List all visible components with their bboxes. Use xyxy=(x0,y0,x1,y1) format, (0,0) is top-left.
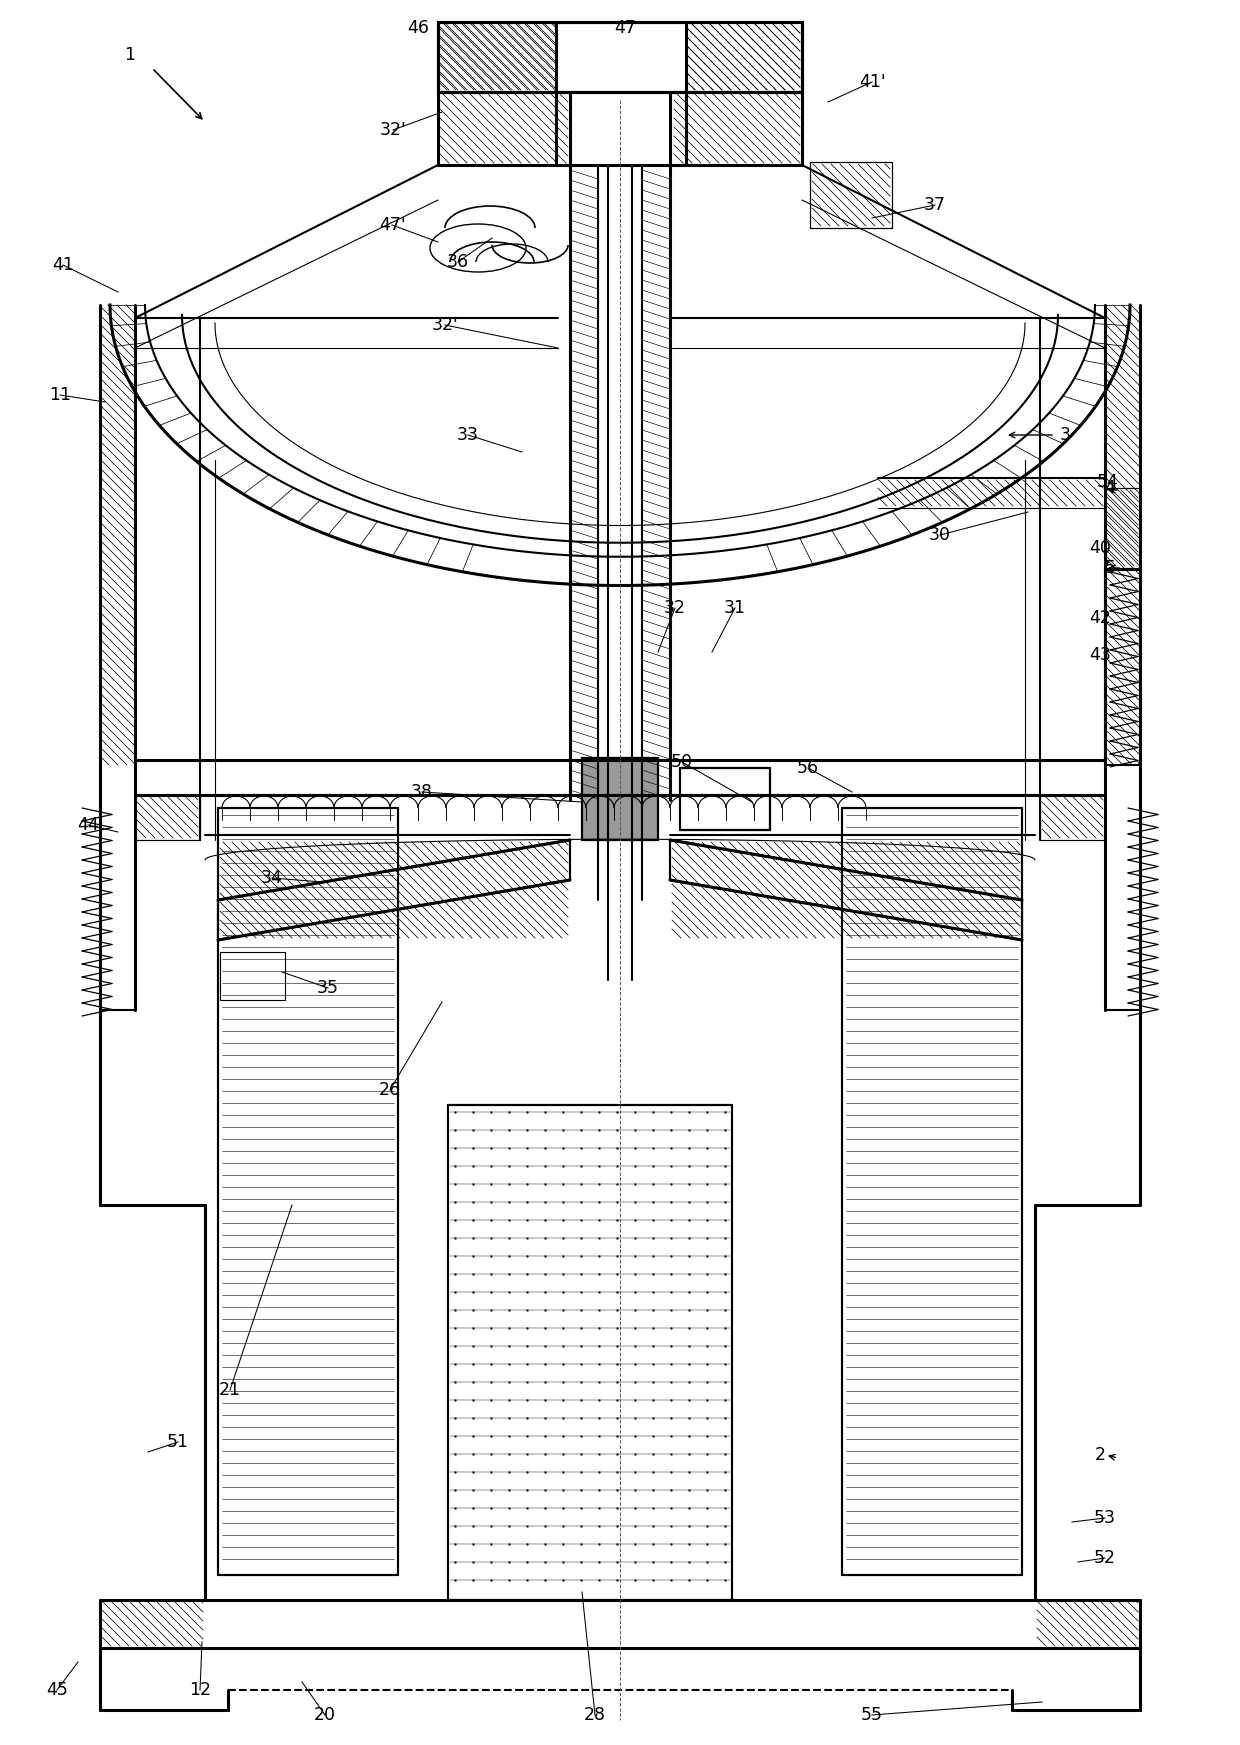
Text: 26: 26 xyxy=(379,1080,401,1099)
Text: 1: 1 xyxy=(124,45,135,65)
Polygon shape xyxy=(218,808,398,1576)
Text: 31: 31 xyxy=(724,599,746,618)
Text: 12: 12 xyxy=(188,1680,211,1700)
Polygon shape xyxy=(842,808,1022,1576)
Text: 2: 2 xyxy=(1095,1447,1106,1464)
Polygon shape xyxy=(219,953,285,1000)
Text: 32: 32 xyxy=(663,599,686,618)
Text: 3: 3 xyxy=(1059,426,1070,443)
Text: 53: 53 xyxy=(1094,1509,1116,1527)
Text: 51: 51 xyxy=(167,1433,188,1452)
Text: 32': 32' xyxy=(379,120,407,140)
Polygon shape xyxy=(582,757,658,839)
Text: 38: 38 xyxy=(410,784,433,801)
Text: 34: 34 xyxy=(262,869,283,886)
Text: 55: 55 xyxy=(861,1707,883,1724)
Text: 50: 50 xyxy=(671,754,693,771)
Text: 41: 41 xyxy=(52,257,74,274)
Polygon shape xyxy=(680,768,770,831)
Polygon shape xyxy=(1040,796,1105,839)
Text: 44: 44 xyxy=(77,817,99,834)
Text: 46: 46 xyxy=(407,19,429,37)
Text: 20: 20 xyxy=(314,1707,336,1724)
Text: 40: 40 xyxy=(1089,539,1111,557)
Text: 41': 41' xyxy=(858,73,885,91)
Polygon shape xyxy=(218,839,570,941)
Text: 37: 37 xyxy=(924,195,946,215)
Text: 56: 56 xyxy=(797,759,820,777)
Text: 28: 28 xyxy=(584,1707,606,1724)
Text: 5: 5 xyxy=(1105,558,1116,578)
Text: 30: 30 xyxy=(929,525,951,544)
Text: 32': 32' xyxy=(432,316,459,333)
Polygon shape xyxy=(448,1105,732,1600)
Polygon shape xyxy=(1105,489,1140,569)
Text: 52: 52 xyxy=(1094,1550,1116,1567)
Text: 47: 47 xyxy=(614,19,636,37)
Text: 54: 54 xyxy=(1097,473,1118,490)
Polygon shape xyxy=(135,796,200,839)
Text: 36: 36 xyxy=(446,253,469,270)
Text: 33: 33 xyxy=(458,426,479,443)
Polygon shape xyxy=(810,162,892,229)
Text: 47': 47' xyxy=(378,216,405,234)
Text: 35: 35 xyxy=(317,979,339,996)
Text: 42: 42 xyxy=(1089,609,1111,626)
Text: 45: 45 xyxy=(46,1680,68,1700)
Text: 4: 4 xyxy=(1105,478,1116,497)
Text: 11: 11 xyxy=(50,386,71,405)
Text: 21: 21 xyxy=(219,1380,241,1399)
Polygon shape xyxy=(670,839,1022,941)
Polygon shape xyxy=(438,23,802,92)
Text: 43: 43 xyxy=(1089,646,1111,665)
